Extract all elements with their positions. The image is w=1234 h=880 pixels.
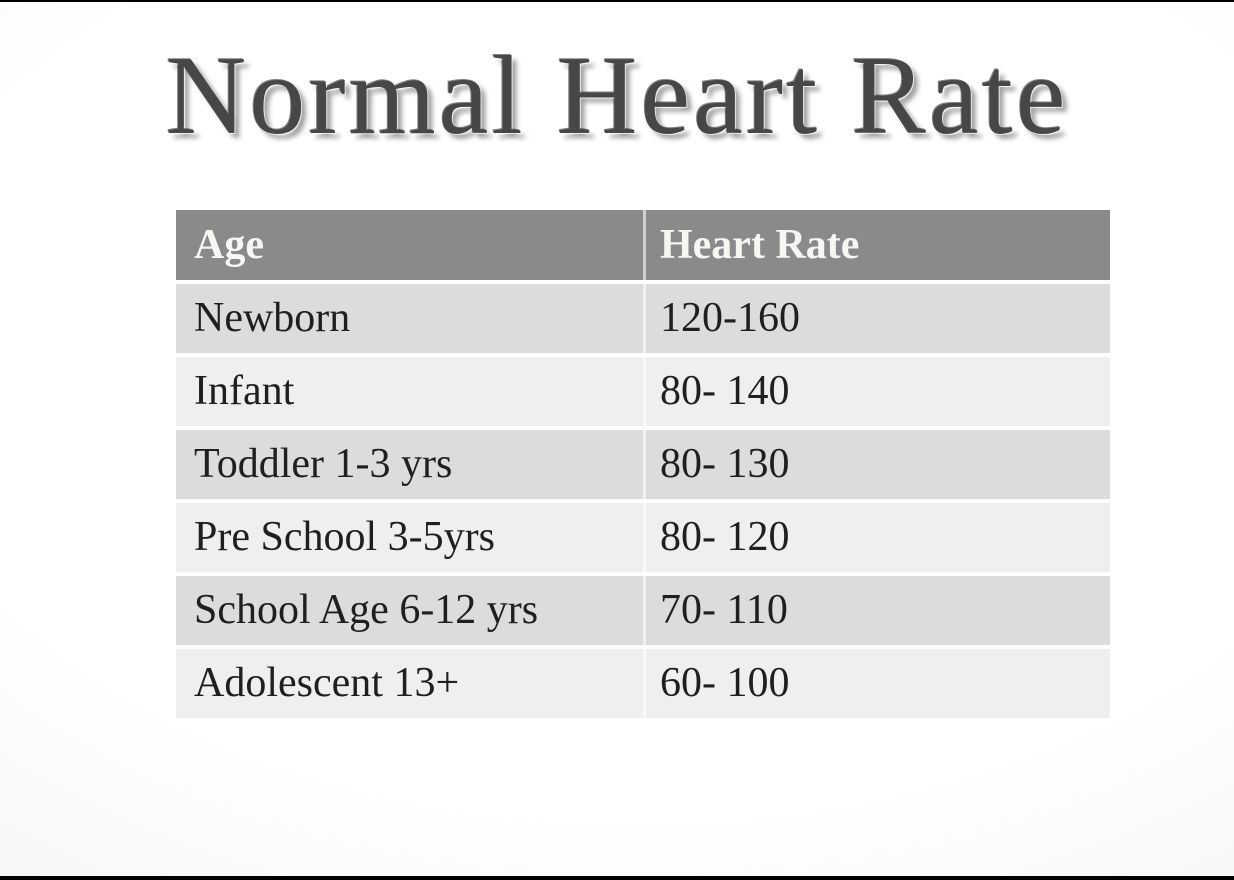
table-row-adolescent: Adolescent 13+ 60- 100 — [176, 649, 1110, 718]
age-cell: School Age 6-12 yrs — [194, 587, 539, 633]
age-cell: Newborn — [194, 295, 351, 341]
age-column-header: Age — [194, 222, 264, 268]
slide-title: Normal Heart Rate — [165, 34, 1069, 158]
heart-rate-cell: 80- 120 — [643, 503, 1110, 572]
table-row-newborn: Newborn 120-160 — [176, 284, 1110, 353]
age-cell: Adolescent 13+ — [194, 660, 460, 706]
heart-rate-cell: 80- 130 — [643, 430, 1110, 499]
heart-rate-cell: 120-160 — [643, 284, 1110, 353]
table-header-row: Age Heart Rate — [176, 210, 1110, 280]
heart-rate-column-header: Heart Rate — [643, 210, 1110, 280]
age-cell: Infant — [194, 368, 295, 414]
bottom-edge-line — [0, 876, 1234, 880]
table-row-infant: Infant 80- 140 — [176, 357, 1110, 426]
table-row-toddler: Toddler 1-3 yrs 80- 130 — [176, 430, 1110, 499]
heart-rate-cell: 80- 140 — [643, 357, 1110, 426]
table-row-preschool: Pre School 3-5yrs 80- 120 — [176, 503, 1110, 572]
heart-rate-cell: 60- 100 — [643, 649, 1110, 718]
age-cell: Toddler 1-3 yrs — [194, 441, 453, 487]
heart-rate-cell: 70- 110 — [643, 576, 1110, 645]
table-row-schoolage: School Age 6-12 yrs 70- 110 — [176, 576, 1110, 645]
age-cell: Pre School 3-5yrs — [194, 514, 495, 560]
top-edge-line — [0, 0, 1234, 2]
heart-rate-table: Age Heart Rate Newborn 120-160 Infant 80… — [176, 210, 1110, 718]
